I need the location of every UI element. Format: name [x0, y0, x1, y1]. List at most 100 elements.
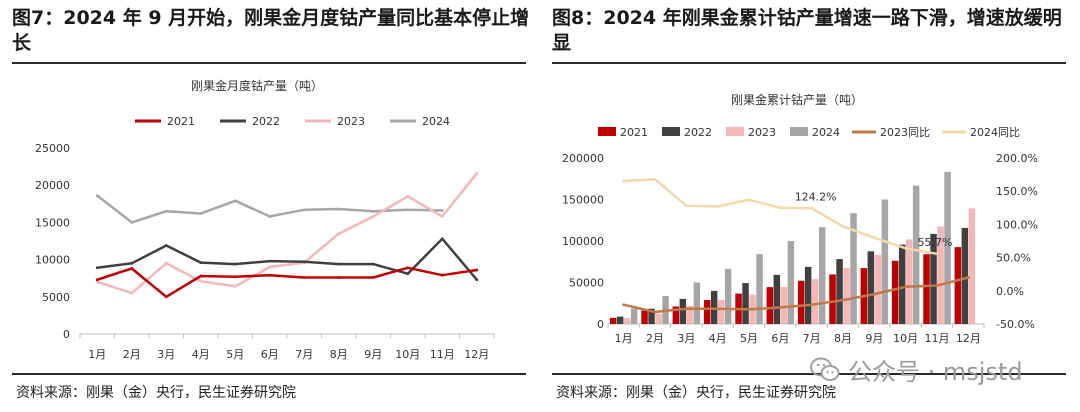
data-point-2021 — [475, 268, 479, 272]
data-point-2024同比 — [810, 206, 814, 210]
data-point-2023同比 — [810, 303, 814, 307]
legend-swatch-2023 — [726, 127, 744, 136]
series-line-2024同比 — [623, 177, 938, 256]
y2-tick-label: 150.0% — [996, 185, 1038, 198]
data-point-2021 — [199, 274, 203, 278]
x-tick-label: 8月 — [834, 332, 852, 345]
x-tick-label: 9月 — [865, 332, 883, 345]
data-point-2023同比 — [778, 306, 782, 309]
bar-2021 — [641, 310, 648, 324]
data-point-2021 — [302, 276, 306, 279]
data-point-2024 — [233, 199, 237, 203]
legend-label-2022: 2022 — [684, 126, 712, 139]
data-point-2022 — [475, 278, 479, 282]
y-tick-label: 200000 — [562, 152, 604, 165]
data-point-2022 — [302, 260, 306, 264]
bar-2023 — [717, 299, 725, 324]
x-tick-label: 3月 — [677, 332, 695, 345]
data-point-2022 — [440, 237, 444, 241]
bar-2024 — [818, 227, 826, 324]
data-point-2023 — [371, 215, 375, 218]
data-point-2023 — [268, 265, 272, 269]
figure-7: 图7：2024 年 9 月开始，刚果金月度钴产量同比基本停止增长 刚果金月度钴产… — [12, 0, 534, 412]
bar-2024 — [787, 241, 795, 324]
series-line-2024 — [96, 194, 443, 224]
bar-2022 — [867, 251, 875, 324]
bar-2021 — [672, 306, 680, 324]
data-point-2023同比 — [684, 307, 688, 311]
bar-2023 — [811, 279, 819, 324]
bar-2022 — [836, 259, 843, 324]
data-point-2022 — [268, 259, 272, 263]
y-tick-label: 10000 — [35, 254, 70, 267]
cumulative-cobalt-bar-chart: 刚果金累计钴产量（吨） 2021 2022 2023 2024 2023同比 2024同比 0… — [562, 92, 1038, 345]
x-tick-label: 9月 — [364, 348, 382, 361]
x-tick-label: 2月 — [123, 348, 141, 361]
data-point-2023同比 — [747, 307, 751, 311]
data-point-2024 — [164, 209, 168, 213]
bar-2022 — [648, 308, 655, 324]
wechat-icon — [810, 357, 840, 381]
x-tick-label: 1月 — [88, 348, 106, 361]
data-point-2023 — [475, 171, 479, 175]
bar-2022 — [930, 233, 937, 324]
data-point-2022 — [95, 266, 99, 270]
data-point-2021 — [164, 295, 168, 299]
bar-2021 — [609, 317, 617, 324]
data-point-2023 — [164, 261, 168, 265]
wechat-watermark: 公众号 · msjstd — [810, 352, 1023, 387]
x-tick-label: 8月 — [330, 348, 348, 361]
data-point-2023 — [95, 280, 99, 284]
data-point-2022 — [406, 272, 410, 276]
x-tick-label: 5月 — [226, 348, 244, 361]
bottom-rule — [12, 373, 526, 375]
legend-swatch-2022 — [662, 127, 680, 136]
data-point-2021 — [406, 266, 410, 270]
figure-8-source: 资料来源：刚果（金）央行，民生证券研究院 — [556, 385, 836, 401]
bar-2023 — [874, 254, 882, 324]
watermark-text: 公众号 · msjstd — [848, 358, 1023, 386]
bar-2024 — [850, 213, 857, 324]
bar-2024 — [693, 282, 701, 324]
x-tick-label: 12月 — [464, 348, 489, 361]
bar-2022 — [616, 316, 624, 324]
data-point-2023同比 — [841, 298, 845, 302]
legend-swatch-2024 — [790, 127, 808, 136]
bar-2024 — [630, 308, 638, 324]
legend-label-2024: 2024 — [812, 126, 840, 139]
data-point-2022 — [233, 262, 237, 266]
y2-tick-label: 200.0% — [996, 152, 1038, 165]
x-tick-label: 11月 — [430, 348, 455, 361]
data-point-2021 — [130, 267, 134, 270]
y-tick-label: 100000 — [562, 235, 604, 248]
x-tick-label: 4月 — [192, 348, 210, 361]
data-point-2023 — [130, 291, 134, 295]
x-tick-label: 6月 — [261, 348, 279, 361]
top-rule — [12, 62, 526, 64]
bar-2022 — [679, 298, 687, 324]
data-label: 55.7% — [918, 236, 953, 249]
bar-2021 — [954, 247, 962, 324]
data-point-2024同比 — [872, 236, 876, 240]
data-point-2022 — [371, 262, 375, 266]
data-point-2021 — [95, 278, 99, 282]
legend-label-2023: 2023 — [748, 126, 776, 139]
data-point-2024同比 — [841, 224, 845, 228]
data-point-2024同比 — [935, 252, 939, 256]
y2-tick-label: -50.0% — [996, 318, 1035, 331]
series-line-2023 — [96, 172, 478, 295]
data-point-2021 — [337, 276, 341, 279]
y-tick-label: 50000 — [569, 277, 604, 290]
x-tick-label: 5月 — [740, 332, 758, 345]
data-point-2024同比 — [622, 179, 626, 183]
bar-2023 — [905, 239, 913, 324]
x-tick-label: 10月 — [395, 348, 420, 361]
x-tick-label: 1月 — [615, 332, 633, 345]
y-tick-label: 0 — [63, 328, 70, 341]
bar-2021 — [829, 274, 836, 324]
data-point-2021 — [233, 275, 237, 279]
y-tick-label: 5000 — [42, 291, 70, 304]
bar-2024 — [881, 199, 889, 324]
data-point-2022 — [164, 244, 168, 247]
legend-label-2024: 2024 — [422, 115, 450, 128]
